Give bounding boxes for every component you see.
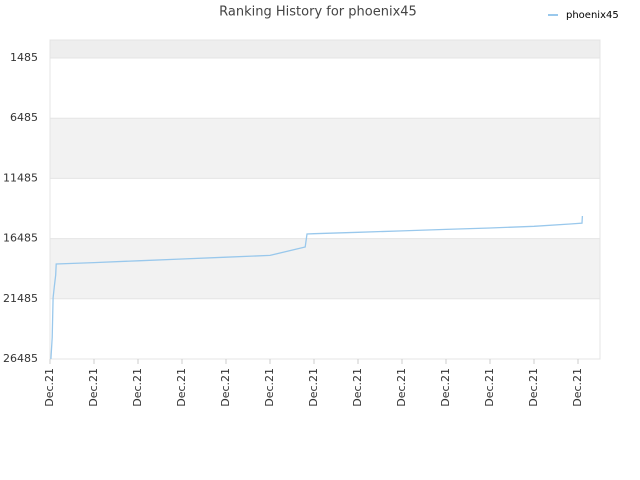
x-tick-label: Dec.21 [175,368,188,407]
band [50,58,600,119]
x-tick-label: Dec.21 [351,368,364,407]
y-tick-label: 11485 [3,171,38,184]
band [50,238,600,299]
x-tick-label: Dec.21 [439,368,452,407]
x-tick-label: Dec.21 [571,368,584,407]
y-tick-label: 16485 [3,232,38,245]
x-tick-label: Dec.21 [527,368,540,407]
band [50,40,600,59]
y-tick-label: 1485 [10,51,38,64]
y-tick-label: 21485 [3,292,38,305]
x-tick-label: Dec.21 [263,368,276,407]
series-line [50,215,584,360]
x-tick-label: Dec.21 [483,368,496,407]
legend-label: phoenix45 [566,10,619,21]
x-tick-label: Dec.21 [87,368,100,407]
y-tick-label: 6485 [10,111,38,124]
x-tick-label: Dec.21 [395,368,408,407]
band [50,298,600,359]
chart-title: Ranking History for phoenix45 [219,5,417,20]
x-tick-label: Dec.21 [219,368,232,407]
x-tick-label: Dec.21 [43,368,56,407]
x-tick-label: Dec.21 [307,368,320,407]
band [50,178,600,239]
y-tick-label: 26485 [3,352,38,365]
x-tick-label: Dec.21 [131,368,144,407]
band [50,118,600,179]
